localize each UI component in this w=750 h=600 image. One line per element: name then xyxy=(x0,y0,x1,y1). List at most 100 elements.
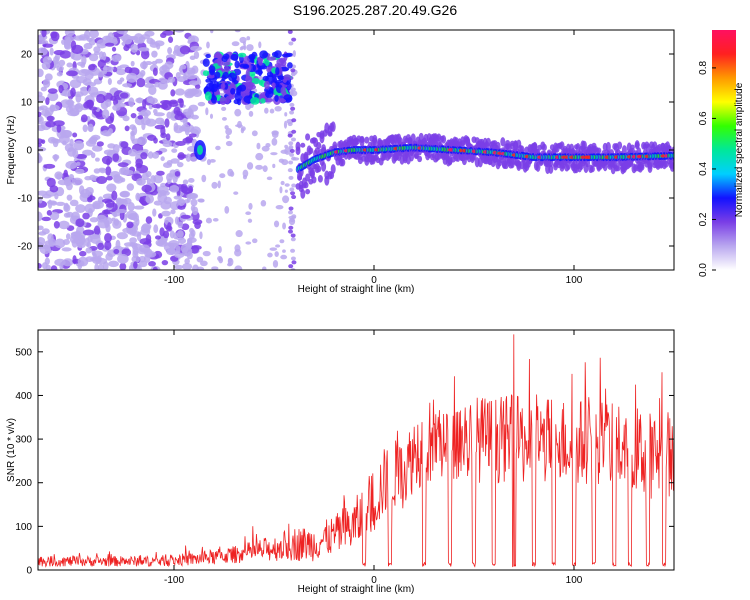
heatmap-cell xyxy=(103,149,116,156)
heatmap-cell xyxy=(89,30,99,39)
heatmap-cell xyxy=(225,134,230,140)
heatmap-cell xyxy=(50,265,58,270)
heatmap-cell xyxy=(137,115,144,120)
heatmap-cell xyxy=(82,212,90,220)
heatmap-cell xyxy=(275,67,280,76)
heatmap-cell xyxy=(174,88,185,96)
heatmap-cell xyxy=(156,42,161,50)
heatmap-cell xyxy=(180,64,187,70)
heatmap-cell xyxy=(252,238,258,244)
heatmap-cell xyxy=(167,222,172,231)
heatmap-cell xyxy=(115,68,127,76)
heatmap-cell xyxy=(90,234,101,244)
heatmap-cell xyxy=(205,78,211,83)
heatmap-cell xyxy=(190,245,200,254)
heatmap-cell xyxy=(229,72,236,78)
heatmap-cell xyxy=(279,186,283,194)
heatmap-cell xyxy=(69,199,79,207)
heatmap-cell xyxy=(290,233,296,238)
heatmap-cell xyxy=(548,164,554,174)
heatmap-cell xyxy=(205,53,211,59)
heatmap-cell xyxy=(170,158,180,164)
heatmap-cell xyxy=(66,70,78,77)
heatmap-cell xyxy=(177,98,184,104)
colorbar-axes: 0.0 0.2 0.4 0.6 0.8 xyxy=(698,61,716,277)
heatmap-cell xyxy=(155,239,165,247)
heatmap-cell xyxy=(101,155,113,165)
heatmap-cell xyxy=(220,83,226,89)
heatmap-cell xyxy=(275,244,281,248)
heatmap-cell xyxy=(136,178,146,186)
heatmap-cell xyxy=(141,200,148,206)
heatmap-cell xyxy=(156,170,165,176)
heatmap-cell xyxy=(143,113,149,119)
heatmap-cell xyxy=(46,209,53,216)
heatmap-cell xyxy=(97,59,106,69)
heatmap-cell xyxy=(136,77,146,88)
heatmap-cell xyxy=(160,103,169,110)
heatmap-cell xyxy=(87,197,93,203)
heatmap-cell xyxy=(153,174,164,184)
heatmap-cell xyxy=(233,191,239,195)
heatmap-cell xyxy=(266,71,274,78)
heatmap-cell xyxy=(38,262,42,269)
heatmap-cell xyxy=(276,58,285,66)
heatmap-cell xyxy=(85,186,94,196)
heatmap-cell xyxy=(170,209,176,215)
heatmap-cell xyxy=(61,247,72,252)
heatmap-cell xyxy=(208,65,216,74)
heatmap-cell xyxy=(119,92,129,99)
heatmap-cell xyxy=(340,158,346,167)
heatmap-cell xyxy=(115,209,128,214)
heatmap-cell xyxy=(274,105,282,112)
heatmap-cell xyxy=(596,147,602,154)
heatmap-cell xyxy=(67,98,74,108)
colorbar-tick-label: 0.6 xyxy=(698,111,709,125)
heatmap-cell xyxy=(38,231,47,236)
heatmap-cell xyxy=(75,204,86,213)
line-chart-axes: -100 0 100 0 100 200 300 400 500 xyxy=(15,330,674,586)
heatmap-cell xyxy=(246,36,251,41)
heatmap-cell xyxy=(65,233,71,240)
heatmap-cell xyxy=(410,133,416,143)
heatmap-cell xyxy=(105,166,112,176)
heatmap-cell xyxy=(124,66,133,74)
heatmap-ytick-label: 10 xyxy=(21,98,33,109)
heatmap-cell xyxy=(218,245,222,253)
heatmap-cell xyxy=(225,140,233,147)
heatmap-cell xyxy=(124,125,130,132)
heatmap-cell xyxy=(305,173,311,182)
heatmap-cell xyxy=(96,93,106,104)
colorbar-tick-label: 0.8 xyxy=(698,61,709,75)
heatmap-cell xyxy=(227,257,234,266)
heatmap-cell xyxy=(87,123,94,133)
heatmap-cell xyxy=(305,188,311,195)
heatmap-cell xyxy=(63,178,72,187)
heatmap-cell xyxy=(271,51,279,58)
heatmap-cell xyxy=(290,256,296,261)
heatmap-cell xyxy=(146,177,151,185)
heatmap-cell xyxy=(647,161,653,170)
heatmap-cell xyxy=(248,202,253,210)
heatmap-cell xyxy=(174,216,180,225)
heatmap-ytick-label: 0 xyxy=(26,146,32,157)
heatmap-cell xyxy=(89,217,99,223)
heatmap-cell xyxy=(111,46,117,52)
heatmap-cell xyxy=(66,194,73,201)
heatmap-cell xyxy=(284,183,290,187)
heatmap-cell xyxy=(189,227,195,234)
line-chart-xtick-label: 100 xyxy=(566,575,583,586)
heatmap-cell xyxy=(179,45,191,55)
snr-line-plot xyxy=(38,334,674,568)
heatmap-xtick-label: 100 xyxy=(566,275,583,286)
heatmap-cell xyxy=(152,67,158,77)
heatmap-cell xyxy=(54,258,66,267)
heatmap-cell xyxy=(274,94,279,102)
heatmap-cell xyxy=(160,156,165,162)
heatmap-cell xyxy=(245,211,252,215)
heatmap-cell xyxy=(288,225,294,230)
heatmap-cell xyxy=(271,137,278,146)
heatmap-cell xyxy=(110,95,117,101)
heatmap-cell xyxy=(271,82,276,88)
heatmap-cell xyxy=(70,40,77,51)
